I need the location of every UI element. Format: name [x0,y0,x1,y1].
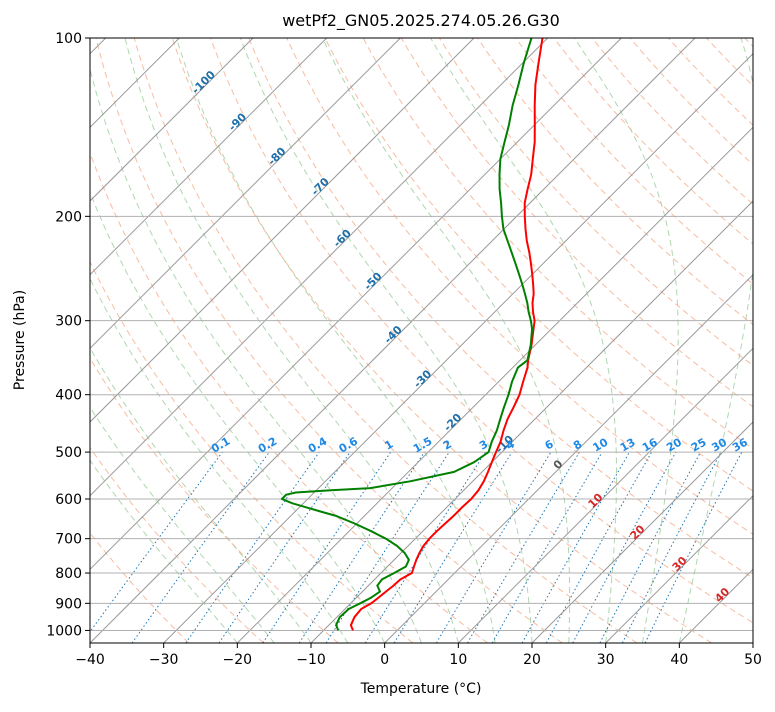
y-tick-label: 600 [55,492,82,508]
y-tick-label: 400 [55,388,82,404]
x-tick-label: 0 [380,652,389,668]
y-tick-label: 100 [55,31,82,47]
x-axis-label: Temperature (°C) [360,681,482,697]
y-tick-label: 900 [55,596,82,612]
x-tick-label: 10 [449,652,467,668]
y-tick-label: 200 [55,209,82,225]
x-tick-label: −10 [296,652,326,668]
chart-title: wetPf2_GN05.2025.274.05.26.G30 [282,11,560,31]
x-tick-label: −20 [223,652,253,668]
x-tick-label: −30 [149,652,179,668]
y-tick-label: 700 [55,532,82,548]
y-axis-label: Pressure (hPa) [12,290,28,390]
y-tick-label: 1000 [46,623,82,639]
y-tick-label: 800 [55,566,82,582]
x-tick-label: 20 [523,652,541,668]
x-tick-label: 50 [744,652,762,668]
x-tick-label: 30 [597,652,615,668]
y-tick-label: 300 [55,314,82,330]
x-tick-label: −40 [75,652,105,668]
y-tick-label: 500 [55,445,82,461]
x-tick-label: 40 [670,652,688,668]
